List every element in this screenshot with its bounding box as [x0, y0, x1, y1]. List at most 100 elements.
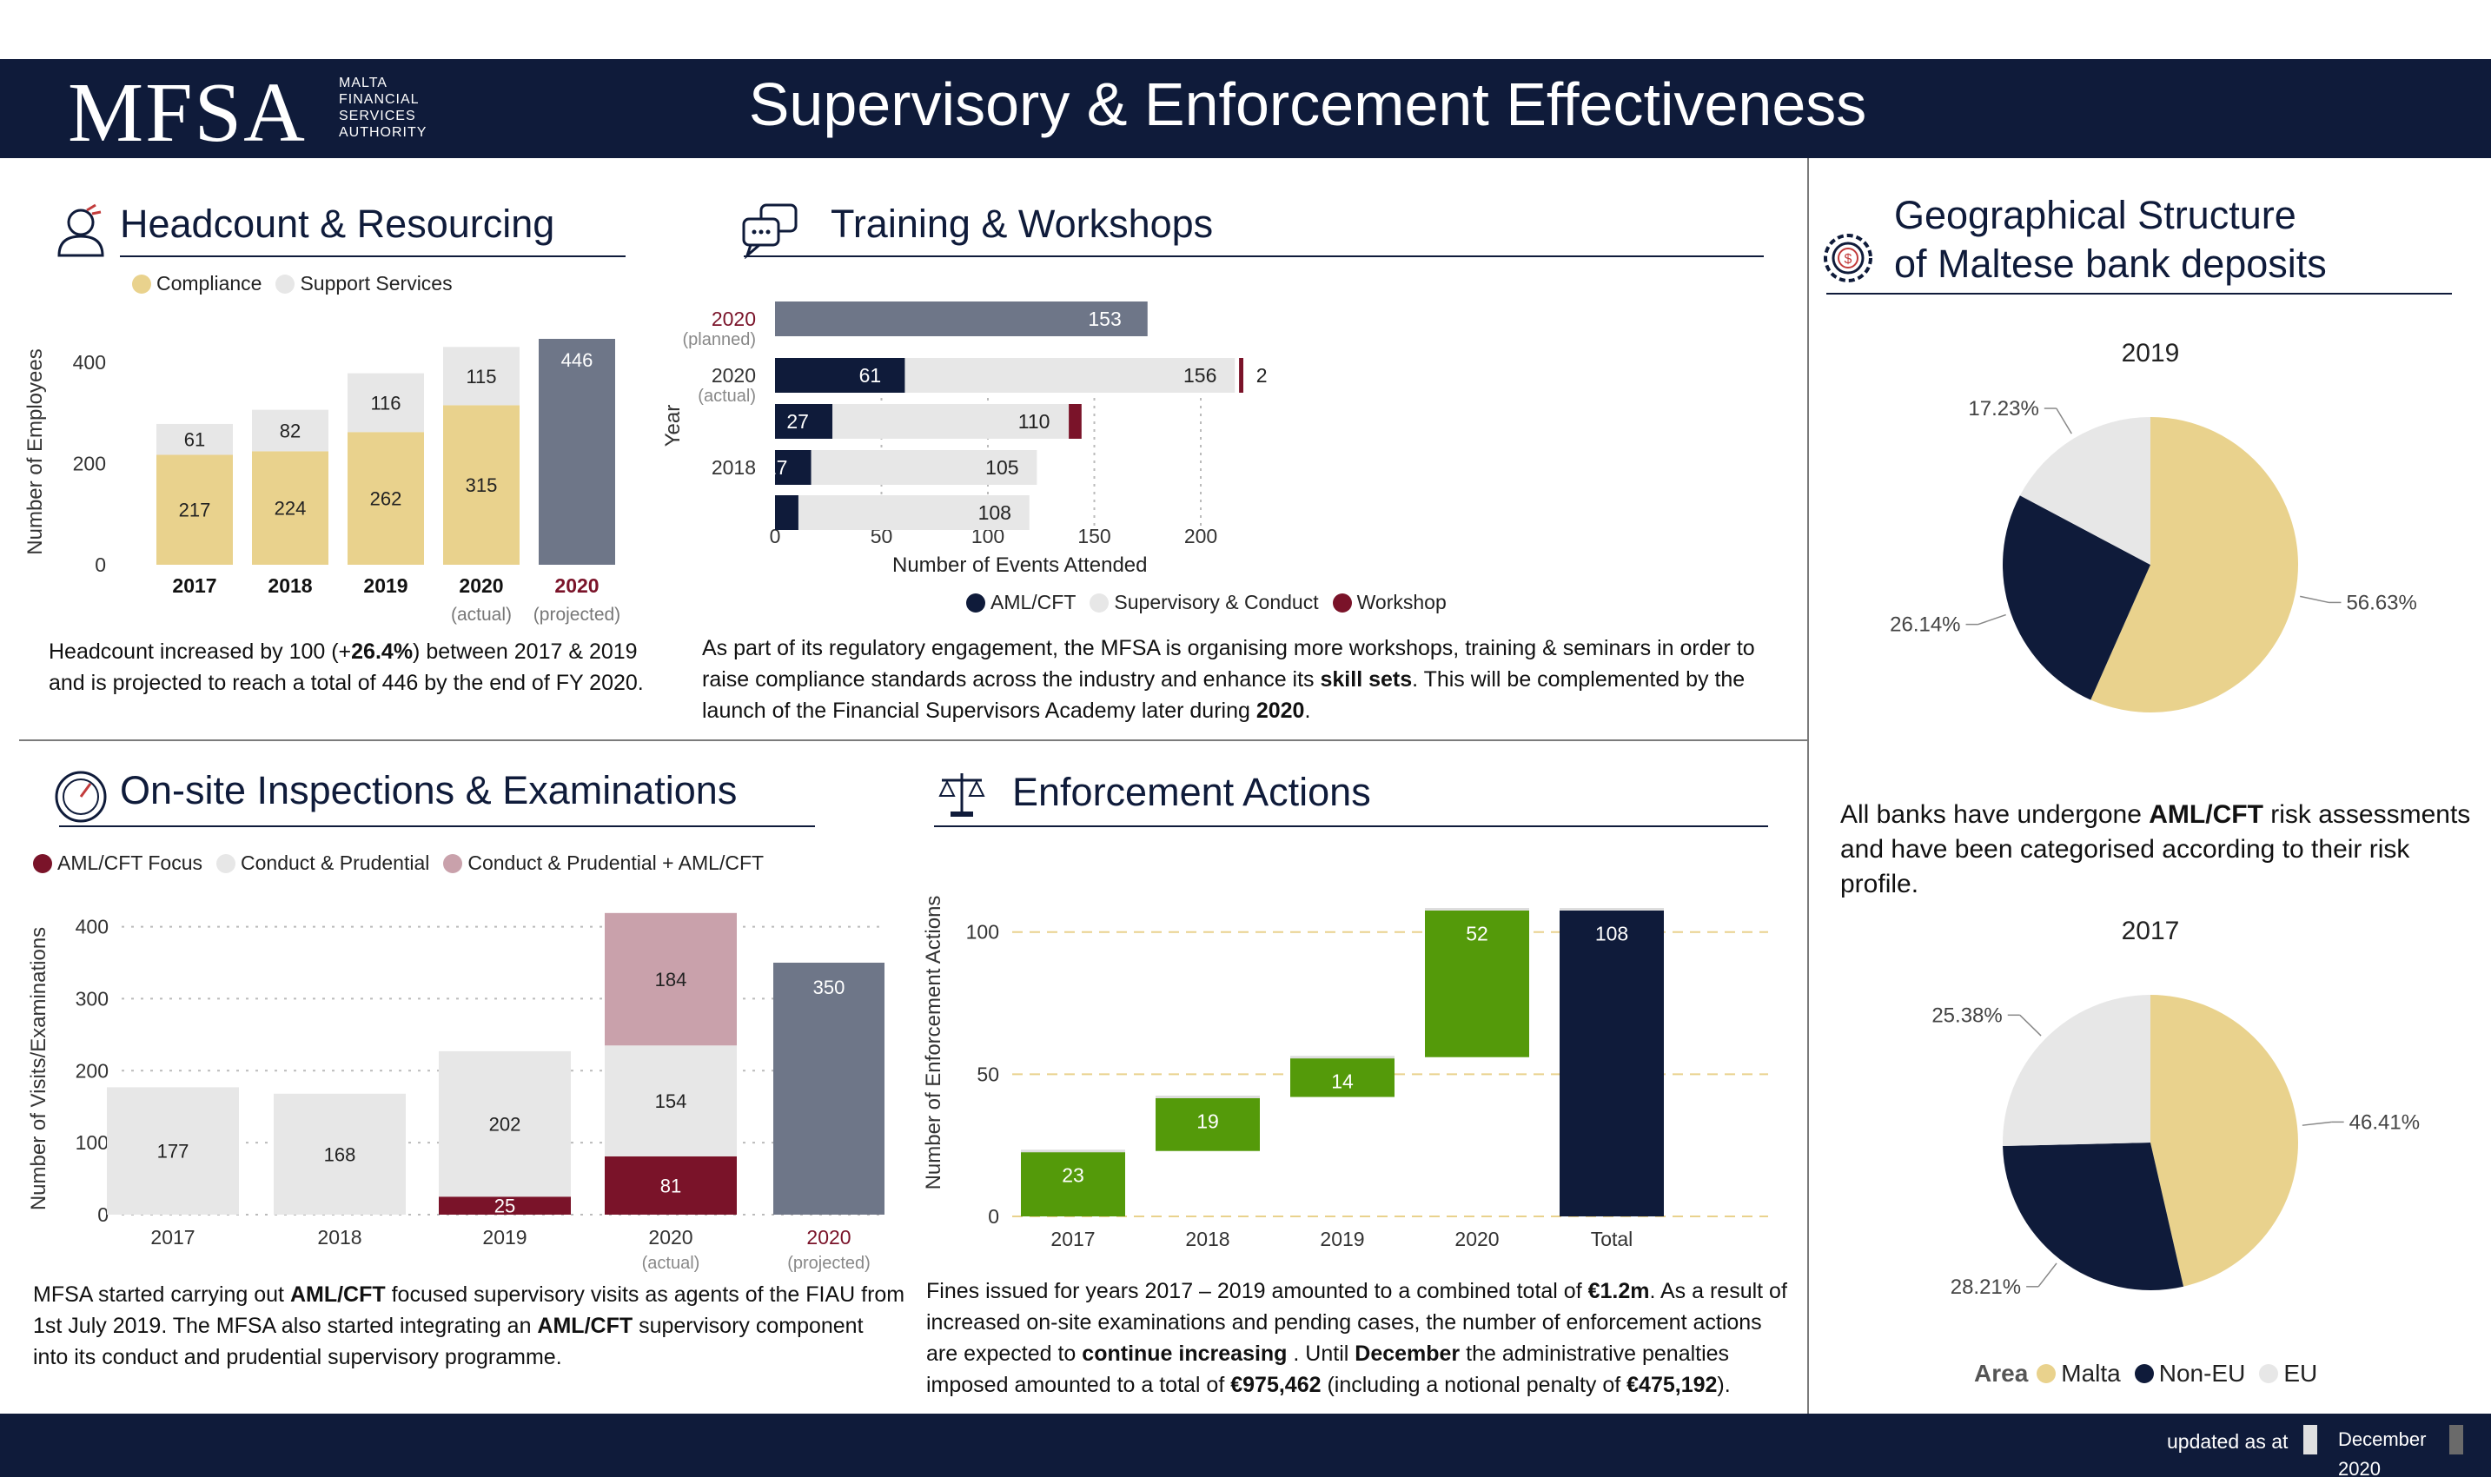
- x-tick-label: 2017: [1050, 1228, 1095, 1250]
- x-sublabel: (actual): [451, 605, 512, 625]
- geo-text: All banks have undergone AML/CFT risk as…: [1840, 800, 2471, 898]
- data-label: 23: [1062, 1164, 1084, 1187]
- bar-increment: [1425, 909, 1529, 1057]
- pie-slice-eu: [2019, 417, 2150, 565]
- enforcement-underline: [934, 825, 1768, 827]
- data-label: 27: [786, 410, 809, 433]
- geo-title: Geographical Structure of Maltese bank d…: [1894, 193, 2327, 286]
- pie-label: 28.21%: [1951, 1275, 2021, 1299]
- bar-conduct-prudential: [605, 1045, 737, 1156]
- onsite-underline: [59, 825, 815, 827]
- training-title: Training & Workshops: [831, 202, 1214, 246]
- leader-line: [2302, 1121, 2332, 1126]
- data-label: 17: [765, 456, 788, 479]
- pie-label: 26.14%: [1890, 613, 1960, 637]
- y-tick-label: 400: [73, 351, 106, 374]
- bar-aml-cft: [775, 450, 812, 485]
- y-tick-label: 50: [977, 1063, 999, 1085]
- x-axis-label: Number of Events Attended: [892, 553, 1148, 573]
- bar-compliance: [348, 432, 424, 565]
- data-label: 105: [985, 456, 1018, 479]
- gauge-icon: [55, 771, 107, 823]
- updated-label: updated as at: [2167, 1430, 2289, 1453]
- x-tick-label: 0: [770, 525, 781, 547]
- x-tick-label: 2019: [363, 574, 407, 597]
- data-label: 154: [655, 1090, 687, 1112]
- bar-supervisory: [904, 358, 1236, 393]
- pie-title: 2017: [2122, 917, 2180, 945]
- x-tick-label: 2020: [648, 1226, 692, 1249]
- onsite-chart: 0 100 200 300 400 Number of Visits/Examinatio…: [27, 912, 886, 1273]
- data-label: 202: [489, 1114, 521, 1136]
- x-tick-label: 2020: [459, 574, 503, 597]
- training-legend: AML/CFT Supervisory & Conduct Workshop: [966, 591, 1461, 614]
- dollar-gear-icon: $: [1824, 234, 1872, 282]
- x-tick-label: 2017: [172, 574, 216, 597]
- data-label: 11: [753, 501, 774, 524]
- vertical-divider: [1807, 158, 1809, 1414]
- x-tick-label: 2018: [1185, 1228, 1229, 1250]
- bar-projected: [539, 339, 615, 565]
- onsite-legend: AML/CFT Focus Conduct & Prudential Condu…: [33, 851, 778, 875]
- data-label: 61: [184, 429, 205, 451]
- y-tick-label: 200: [76, 1059, 109, 1082]
- headcount-text: Headcount increased by 100 (+26.4%) betw…: [49, 639, 644, 695]
- x-tick-label: 2020: [554, 574, 599, 597]
- x-tick-label: 200: [1184, 525, 1217, 547]
- enforcement-text: Fines issued for years 2017 – 2019 amoun…: [926, 1279, 1787, 1397]
- bar-combined: [605, 912, 737, 1046]
- bar-support: [156, 423, 233, 455]
- data-label: 224: [275, 498, 307, 520]
- x-tick-label: 2017: [150, 1226, 195, 1249]
- chat-bubbles-icon: [742, 203, 798, 259]
- bar-workshop: [1069, 404, 1082, 439]
- x-sublabel: (actual): [642, 1254, 700, 1273]
- row-label: 2020: [712, 308, 756, 330]
- y-tick-label: 200: [73, 452, 106, 474]
- x-sublabel: (projected): [533, 605, 620, 625]
- data-label: 61: [859, 364, 882, 387]
- geo-underline: [1826, 293, 2452, 295]
- x-tick-label: 2018: [317, 1226, 361, 1249]
- geo-2017-pie: 2017 46.41% 28.21% 25.38%: [1931, 917, 2420, 1299]
- data-label: 446: [561, 349, 593, 371]
- row-sublabel: (planned): [682, 330, 756, 349]
- y-axis-label: Number of Enforcement Actions: [922, 896, 945, 1190]
- data-label: 108: [1595, 923, 1628, 945]
- row-label: 2018: [712, 456, 756, 479]
- bar-compliance: [156, 454, 233, 565]
- svg-text:$: $: [1845, 252, 1852, 267]
- bar-compliance: [443, 405, 520, 565]
- bar-workshop: [1239, 358, 1243, 393]
- data-label: 116: [370, 392, 401, 414]
- horizontal-divider: [19, 739, 1807, 741]
- bar-planned: [775, 301, 1148, 336]
- pie-slice-non-eu: [2003, 495, 2150, 700]
- headcount-chart: 0 200 400 Number of Employees 217 61 2017 224 82…: [23, 339, 620, 625]
- y-tick-label: 400: [76, 916, 109, 938]
- data-label: 315: [466, 474, 498, 496]
- leader-line: [2019, 1014, 2042, 1037]
- pie-label: 17.23%: [1968, 397, 2038, 421]
- header-bar: [0, 59, 2491, 158]
- x-tick-label: 2019: [1320, 1228, 1364, 1250]
- y-tick-label: 0: [97, 1203, 109, 1226]
- enforcement-title: Enforcement Actions: [1012, 770, 1371, 814]
- bar-conduct-prudential: [274, 1093, 406, 1215]
- bar-support: [443, 347, 520, 406]
- bar-aml-cft: [775, 358, 905, 393]
- pie-label: 25.38%: [1931, 1004, 2002, 1027]
- x-tick-label: 2018: [268, 574, 312, 597]
- onsite-title: On-site Inspections & Examinations: [120, 768, 738, 812]
- leader-line: [2056, 407, 2072, 434]
- row-sublabel: (actual): [698, 387, 756, 406]
- bar-supervisory: [811, 450, 1037, 485]
- footer-bar: [0, 1414, 2491, 1477]
- bar-increment: [1156, 1096, 1260, 1151]
- leader-line: [1978, 613, 2006, 626]
- data-label: 25: [494, 1196, 515, 1217]
- mfsa-logo: MFSA: [68, 66, 307, 160]
- bar-compliance: [252, 451, 328, 565]
- y-axis-label: Number of Visits/Examinations: [27, 927, 50, 1210]
